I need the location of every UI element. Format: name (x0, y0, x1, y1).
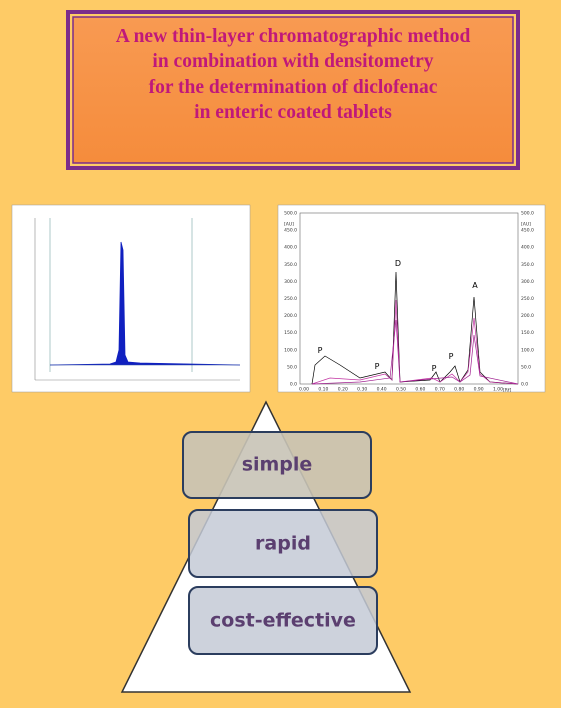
x-tick-label: 0.70 (435, 387, 445, 393)
level-box (188, 586, 378, 655)
x-tick-label: 0.00 (299, 387, 309, 393)
title-line: A new thin-layer chromatographic method (116, 26, 471, 47)
peak-label: D (395, 259, 401, 268)
y2-tick-label: 200.0 (521, 313, 534, 319)
x-tick-label: 0.30 (357, 387, 367, 393)
level-box (182, 431, 372, 499)
peak-label: A (472, 281, 478, 290)
x-tick-label: 0.80 (454, 387, 464, 393)
y2-tick-label: 400.0 (521, 245, 534, 251)
y-tick-label: 150.0 (284, 330, 297, 336)
y2-tick-label: 50.0 (521, 364, 531, 370)
unit-label: [Rf] (503, 388, 511, 394)
peak-label: P (449, 352, 454, 361)
y2-tick-label: 250.0 (521, 296, 534, 302)
unit-label: [AU] (521, 222, 531, 228)
y-tick-label: 250.0 (284, 296, 297, 302)
x-tick-label: 0.20 (338, 387, 348, 393)
x-tick-label: 0.60 (415, 387, 425, 393)
y2-tick-label: 500.0 (521, 211, 534, 217)
y-tick-label: 50.0 (287, 364, 297, 370)
y2-tick-label: 300.0 (521, 279, 534, 285)
y2-tick-label: 0.0 (521, 382, 528, 388)
chromatogram-2: [AU] [AU] [Rf] P P D P P A (277, 204, 546, 394)
y-tick-label: 500.0 (284, 211, 297, 217)
y-tick-label: 100.0 (284, 347, 297, 353)
peak-label: P (432, 364, 437, 373)
y2-tick-label: 150.0 (521, 330, 534, 336)
level-box (188, 509, 378, 578)
x-tick-label: 0.10 (318, 387, 328, 393)
peak-label: P (318, 346, 323, 355)
x-tick-label: 0.90 (474, 387, 484, 393)
unit-label: [AU] (284, 222, 294, 228)
y-tick-label: 300.0 (284, 279, 297, 285)
y2-tick-label: 350.0 (521, 262, 534, 268)
title-line: in enteric coated tablets (194, 102, 392, 123)
y-tick-label: 350.0 (284, 262, 297, 268)
x-tick-label: 0.40 (377, 387, 387, 393)
title-line: for the determination of diclofenac (149, 77, 438, 98)
level-label: rapid (255, 533, 311, 555)
x-tick-label: 1.00 (493, 387, 503, 393)
peak-label: P (375, 362, 380, 371)
title-box (72, 16, 514, 164)
x-tick-label: 0.50 (396, 387, 406, 393)
level-label: simple (242, 454, 313, 476)
y-tick-label: 0.0 (290, 382, 297, 388)
y-tick-label: 450.0 (284, 228, 297, 234)
y-tick-label: 200.0 (284, 313, 297, 319)
chromatogram-1 (11, 204, 251, 393)
y2-tick-label: 450.0 (521, 228, 534, 234)
y-tick-label: 400.0 (284, 245, 297, 251)
y2-tick-label: 100.0 (521, 347, 534, 353)
level-label: cost-effective (210, 610, 356, 632)
title-line: in combination with densitometry (152, 51, 433, 72)
